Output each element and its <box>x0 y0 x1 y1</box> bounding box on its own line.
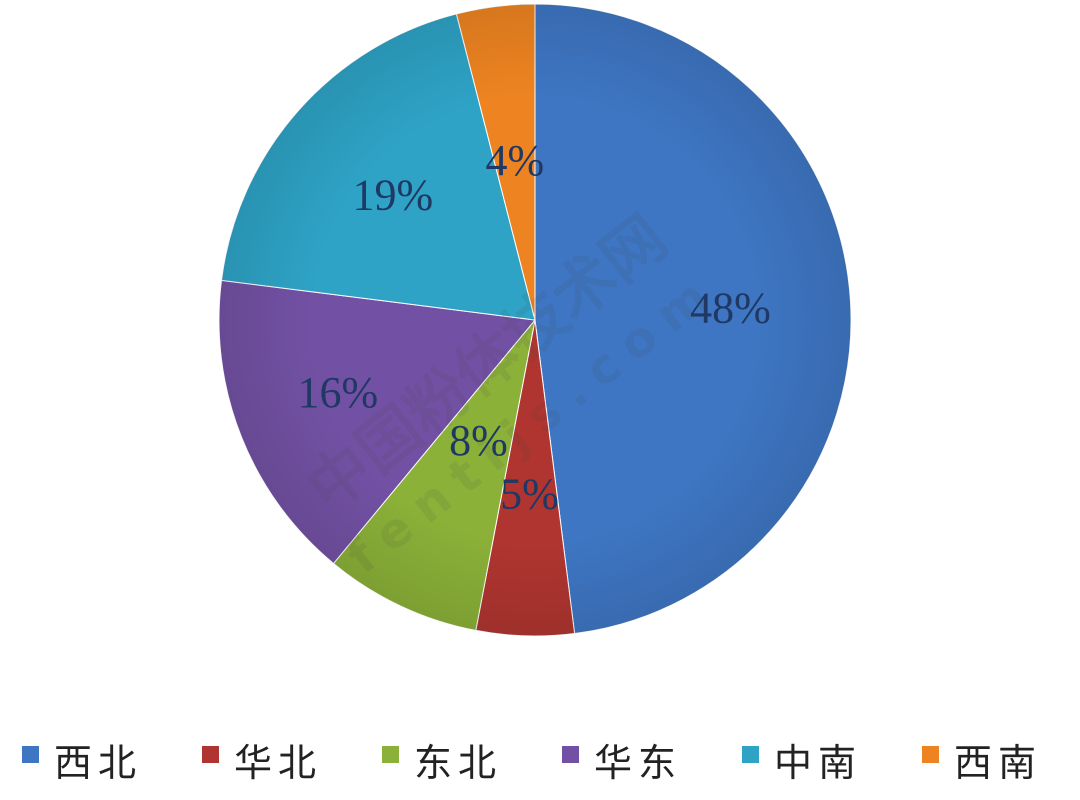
legend-swatch-5 <box>742 746 759 763</box>
slice-labels: 48% 5% 8% 16% 19% 4% <box>297 136 770 519</box>
slice-label-5: 19% <box>352 171 433 220</box>
legend-swatch-1 <box>22 746 39 763</box>
slice-label-3: 8% <box>449 416 508 465</box>
legend-label-1: 西北 <box>54 741 142 785</box>
legend-swatch-4 <box>562 746 579 763</box>
legend: 西北 华北 东北 华东 中南 西南 <box>22 741 1042 785</box>
legend-label-6: 西南 <box>954 741 1042 785</box>
slice-label-6: 4% <box>485 136 544 185</box>
legend-swatch-6 <box>922 746 939 763</box>
slice-label-1: 48% <box>690 284 771 333</box>
legend-swatch-3 <box>382 746 399 763</box>
legend-label-3: 东北 <box>414 741 502 785</box>
slice-label-4: 16% <box>297 368 378 417</box>
legend-label-4: 华东 <box>594 741 682 785</box>
legend-label-5: 中南 <box>774 741 862 785</box>
slice-label-2: 5% <box>500 470 559 519</box>
legend-label-2: 华北 <box>234 741 322 785</box>
legend-swatch-2 <box>202 746 219 763</box>
